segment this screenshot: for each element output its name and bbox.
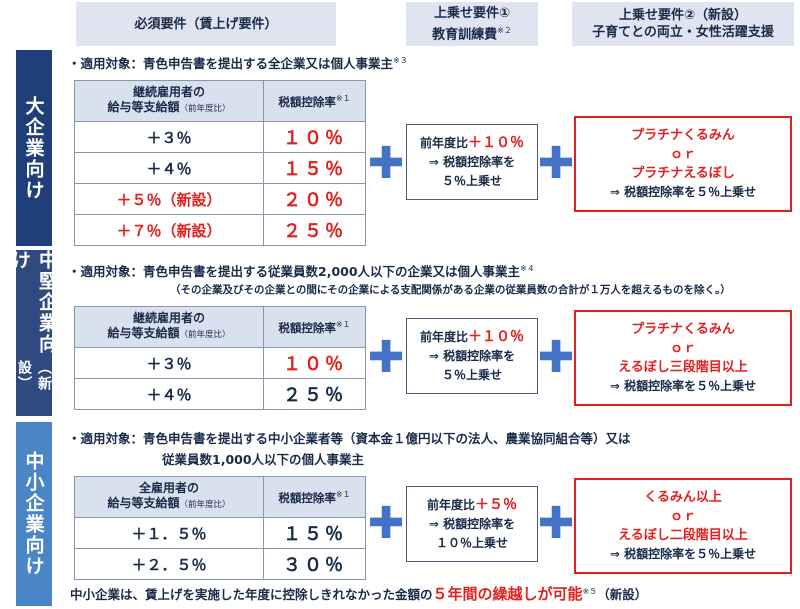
table-row: ＋４％ ２５％ (74, 378, 366, 410)
header-mandatory: 必須要件（賃上げ要件） (76, 2, 336, 46)
small-education-box: 前年度比＋５％ ⇒ 税額控除率を １０％上乗せ (406, 486, 538, 562)
table-row: ＋１．５％ １５％ (74, 517, 366, 549)
small-childcare-box: くるみん以上 ｏｒ えるぼし二段階目以上 ⇒ 税額控除率を５％上乗せ (574, 478, 792, 574)
plus-icon: ✚ (367, 332, 405, 383)
mid-table-header-amount: 継続雇用者の 給与等支給額（前年度比） (74, 306, 264, 348)
mid-rate-table: 継続雇用者の 給与等支給額（前年度比） 税額控除率※１ ＋３％ １０％ ＋４％ ２５％ (74, 306, 366, 410)
table-row: ＋３％ １０％ (74, 121, 366, 153)
header-surcharge-1-sub: 教育訓練費 (432, 27, 498, 43)
small-table-header-amount: 全雇用者の 給与等支給額（前年度比） (74, 476, 264, 518)
large-childcare-box: プラチナくるみん ｏｒ プラチナえるぼし ⇒ 税額控除率を５％上乗せ (574, 116, 792, 212)
small-rate-table: 全雇用者の 給与等支給額（前年度比） 税額控除率※１ ＋１．５％ １５％ ＋２．５％… (74, 476, 366, 580)
large-table-header-rate: 税額控除率※１ (263, 80, 366, 122)
header-mandatory-label: 必須要件（賃上げ要件） (134, 16, 278, 32)
header-surcharge-1-note: ※２ (497, 25, 512, 35)
large-table-header-amount: 継続雇用者の 給与等支給額（前年度比） (74, 80, 264, 122)
header-surcharge-2-sub: 子育てとの両立・女性活躍支援 (592, 25, 774, 40)
small-table-header-rate: 税額控除率※１ (263, 476, 366, 518)
carryforward-note: 中小企業は、賃上げを実施した年度に控除しきれなかった金額の５年間の繰越しが可能※… (70, 585, 648, 603)
table-row: ＋３％ １０％ (74, 347, 366, 379)
section-label-mid: 中堅企業向け （新設） (9, 250, 58, 416)
plus-icon: ✚ (537, 138, 575, 189)
plus-icon: ✚ (367, 498, 405, 549)
large-rate-table: 継続雇用者の 給与等支給額（前年度比） 税額控除率※１ ＋３％ １０％ ＋４％ １５％… (74, 80, 366, 246)
table-row: ＋２．５％ ３０％ (74, 548, 366, 580)
large-education-box: 前年度比＋１０％ ⇒ 税額控除率を ５％上乗せ (406, 124, 538, 200)
header-surcharge-2: 上乗せ要件②（新設） 子育てとの両立・女性活躍支援 (572, 2, 794, 46)
mid-childcare-box: プラチナくるみん ｏｒ えるぼし三段階目以上 ⇒ 税額控除率を５％上乗せ (574, 310, 792, 406)
table-row: ＋４％ １５％ (74, 152, 366, 184)
header-surcharge-1: 上乗せ要件① 教育訓練費※２ (406, 2, 538, 46)
section-label-large: 大企業向け (16, 50, 52, 246)
small-target-line2: 従業員数1,000人以下の個人事業主 (162, 452, 365, 467)
mid-target-subnote: （その企業及びその企業との間にその企業による支配関係がある企業の従業員数の合計が… (170, 284, 731, 296)
mid-table-header-rate: 税額控除率※１ (263, 306, 366, 348)
plus-icon: ✚ (537, 332, 575, 383)
header-surcharge-1-title: 上乗せ要件① (433, 5, 510, 21)
section-label-small: 中小企業向け (16, 422, 52, 606)
small-target-line1: ・適用対象：青色申告書を提出する中小企業者等（資本金１億円以下の法人、農業協同組… (68, 431, 631, 446)
mid-education-box: 前年度比＋１０％ ⇒ 税額控除率を ５％上乗せ (406, 318, 538, 394)
plus-icon: ✚ (367, 138, 405, 189)
table-row: ＋５％（新設） ２０％ (74, 183, 366, 215)
large-target: ・適用対象：青色申告書を提出する全企業又は個人事業主※３ (68, 55, 408, 71)
mid-target: ・適用対象：青色申告書を提出する従業員数2,000人以下の企業又は個人事業主※４ (68, 263, 535, 279)
table-row: ＋７％（新設） ２５％ (74, 214, 366, 246)
header-surcharge-2-title: 上乗せ要件②（新設） (618, 8, 747, 23)
plus-icon: ✚ (537, 498, 575, 549)
